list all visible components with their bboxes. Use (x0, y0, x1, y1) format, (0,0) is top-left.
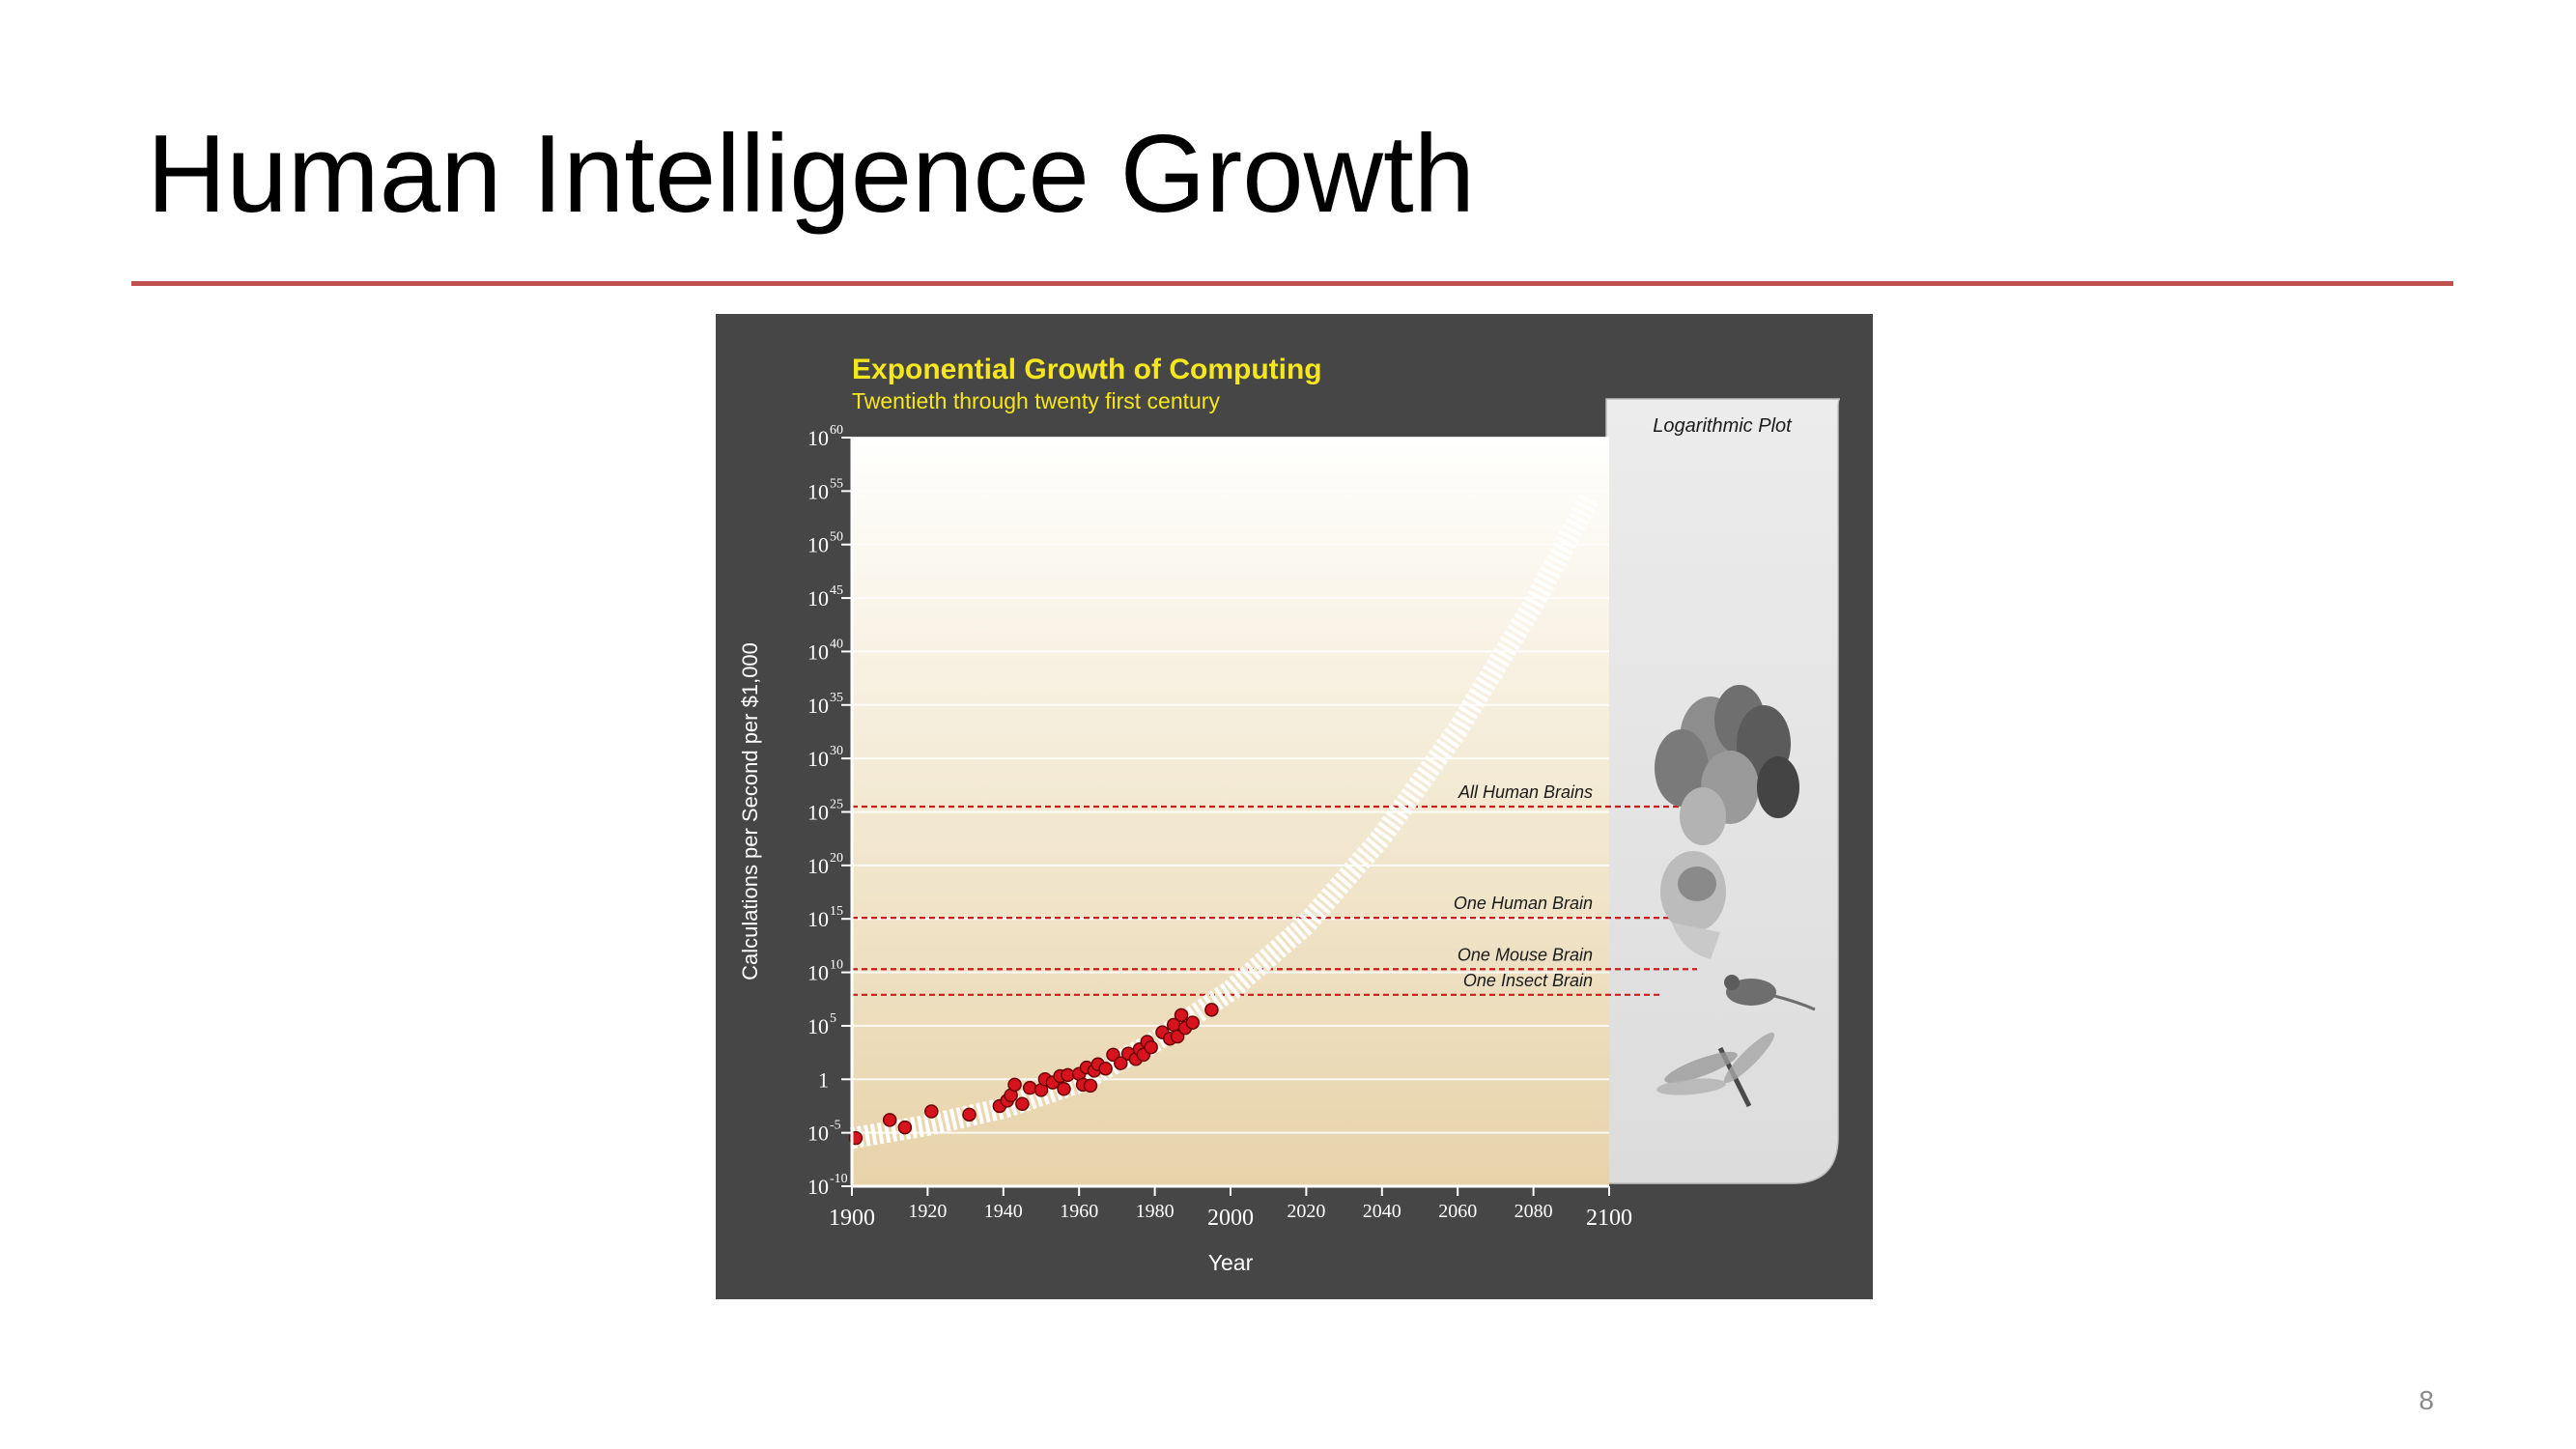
x-tick-label: 1960 (1060, 1201, 1098, 1222)
human-head-brain-icon (1660, 851, 1726, 959)
y-tick-exponent: 20 (830, 851, 843, 866)
data-point (1022, 1080, 1037, 1095)
y-tick-label: 10 (807, 961, 829, 985)
y-tick-exponent: 10 (830, 958, 843, 973)
mouse-icon (1724, 975, 1816, 1011)
trend-band-path (850, 491, 1600, 1150)
exponential-growth-chart: Logarithmic Plot All Human Brains One Hum… (738, 354, 1841, 1275)
y-tick-exponent: -10 (830, 1172, 848, 1186)
y-tick-exponent: 50 (830, 530, 843, 545)
x-tick-label: 1900 (829, 1206, 875, 1231)
y-tick-exponent: 15 (830, 904, 843, 919)
data-point (1061, 1067, 1075, 1083)
y-tick-exponent: 30 (830, 744, 843, 758)
y-tick-exponent: 25 (830, 798, 843, 812)
y-tick-exponent: 55 (830, 476, 843, 491)
y-tick-exponent: 60 (830, 423, 843, 438)
data-point (962, 1107, 977, 1122)
data-point (1174, 1008, 1189, 1023)
x-tick-label: 2100 (1586, 1206, 1632, 1231)
x-tick-label: 1980 (1136, 1201, 1175, 1222)
y-tick-label: 1 (818, 1067, 829, 1092)
y-tick-label: 10 (807, 1175, 829, 1199)
data-point (882, 1113, 897, 1127)
threshold-label: One Insect Brain (1463, 971, 1593, 990)
y-tick-label: 10 (807, 1122, 829, 1146)
x-tick-label: 1920 (908, 1201, 947, 1222)
data-point (1185, 1015, 1201, 1030)
data-point (1015, 1096, 1030, 1111)
page-number: 8 (2419, 1385, 2434, 1415)
data-point (1007, 1077, 1022, 1093)
y-tick-label: 10 (807, 801, 829, 825)
chart-subtitle: Twentieth through twenty first century (852, 388, 1220, 413)
threshold-lines: All Human Brains One Human Brain One Mouse… (852, 782, 1697, 996)
x-tick-label: 2000 (1207, 1206, 1254, 1231)
panel-label: Logarithmic Plot (1653, 415, 1793, 437)
slide-title: Human Intelligence Growth (147, 113, 1476, 236)
x-tick-label: 2060 (1438, 1201, 1477, 1222)
x-axis-label: Year (1208, 1250, 1254, 1275)
data-point (897, 1120, 913, 1135)
x-tick-label: 2040 (1363, 1201, 1401, 1222)
data-point (1114, 1056, 1128, 1070)
y-tick-exponent: 35 (830, 691, 843, 705)
y-tick-label: 10 (807, 639, 829, 664)
y-tick-label: 10 (807, 1014, 829, 1038)
gridlines (852, 437, 1609, 1187)
y-tick-exponent: -5 (830, 1119, 841, 1133)
data-point (1144, 1039, 1158, 1055)
x-tick-label: 1940 (984, 1201, 1023, 1222)
y-tick-label: 10 (807, 426, 829, 450)
chart-title: Exponential Growth of Computing (852, 354, 1322, 385)
threshold-label: One Human Brain (1454, 894, 1593, 913)
y-axis-label: Calculations per Second per $1,000 (738, 642, 762, 980)
data-point (1204, 1003, 1219, 1017)
y-tick-label: 10 (807, 694, 829, 718)
y-tick-label: 10 (807, 907, 829, 931)
y-tick-label: 10 (807, 533, 829, 557)
y-tick-exponent: 5 (830, 1011, 836, 1026)
data-point (1057, 1082, 1071, 1096)
data-point (1098, 1061, 1113, 1076)
chart-figure: Logarithmic Plot All Human Brains One Hum… (716, 314, 1873, 1299)
human-faces-icon (1655, 685, 1799, 845)
y-tick-exponent: 40 (830, 637, 843, 651)
y-tick-label: 10 (807, 747, 829, 771)
data-point (924, 1104, 939, 1119)
data-point (1083, 1078, 1098, 1094)
y-tick-label: 10 (807, 854, 829, 878)
threshold-label: All Human Brains (1458, 782, 1593, 802)
y-tick-exponent: 45 (830, 583, 843, 598)
threshold-label: One Mouse Brain (1458, 945, 1593, 964)
x-tick-label: 2080 (1514, 1201, 1553, 1222)
y-tick-label: 10 (807, 479, 829, 503)
y-tick-label: 10 (807, 586, 829, 611)
dragonfly-icon (1656, 1032, 1775, 1108)
trend-band (850, 491, 1600, 1150)
x-tick-label: 2020 (1287, 1201, 1325, 1222)
title-underline (131, 281, 2453, 286)
data-points (848, 1003, 1219, 1146)
